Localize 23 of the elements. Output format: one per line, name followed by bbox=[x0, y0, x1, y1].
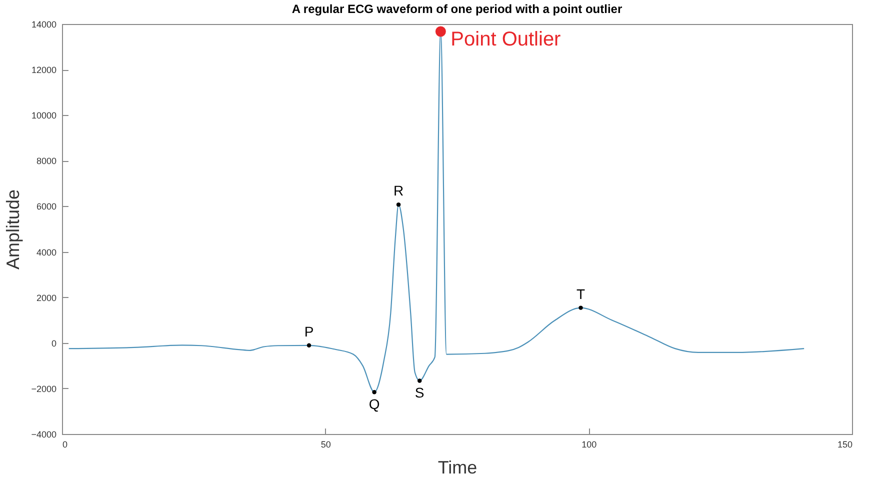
annotation: T bbox=[576, 286, 586, 302]
annotation: Point Outlier bbox=[450, 28, 562, 51]
y-tick-label: 4000 bbox=[36, 247, 56, 258]
annotation: P bbox=[304, 323, 314, 340]
x-tick-label: 0 bbox=[62, 440, 68, 450]
y-tick-label: 2000 bbox=[36, 292, 56, 303]
y-tick-label: 6000 bbox=[36, 202, 56, 212]
y-tick-label: 12000 bbox=[31, 65, 56, 76]
y-axis-title: Amplitude bbox=[3, 189, 24, 270]
y-tick-label: 8000 bbox=[36, 156, 56, 166]
annotation: R bbox=[393, 182, 404, 199]
y-tick-label: 14000 bbox=[31, 20, 56, 30]
x-axis-title: Time bbox=[438, 458, 478, 478]
chart-title: A regular ECG waveform of one period with a point outlier bbox=[292, 2, 622, 16]
y-tick-label: −4000 bbox=[31, 430, 56, 440]
y-tick-label: −2000 bbox=[31, 384, 56, 394]
x-tick-label: 100 bbox=[582, 440, 597, 450]
x-tick-label: 50 bbox=[320, 440, 331, 450]
annotation: Q bbox=[368, 396, 380, 412]
x-tick-label: 150 bbox=[837, 440, 852, 450]
annotation: S bbox=[414, 384, 424, 401]
y-tick-label: 10000 bbox=[31, 110, 56, 121]
y-tick-label: 0 bbox=[51, 338, 56, 348]
